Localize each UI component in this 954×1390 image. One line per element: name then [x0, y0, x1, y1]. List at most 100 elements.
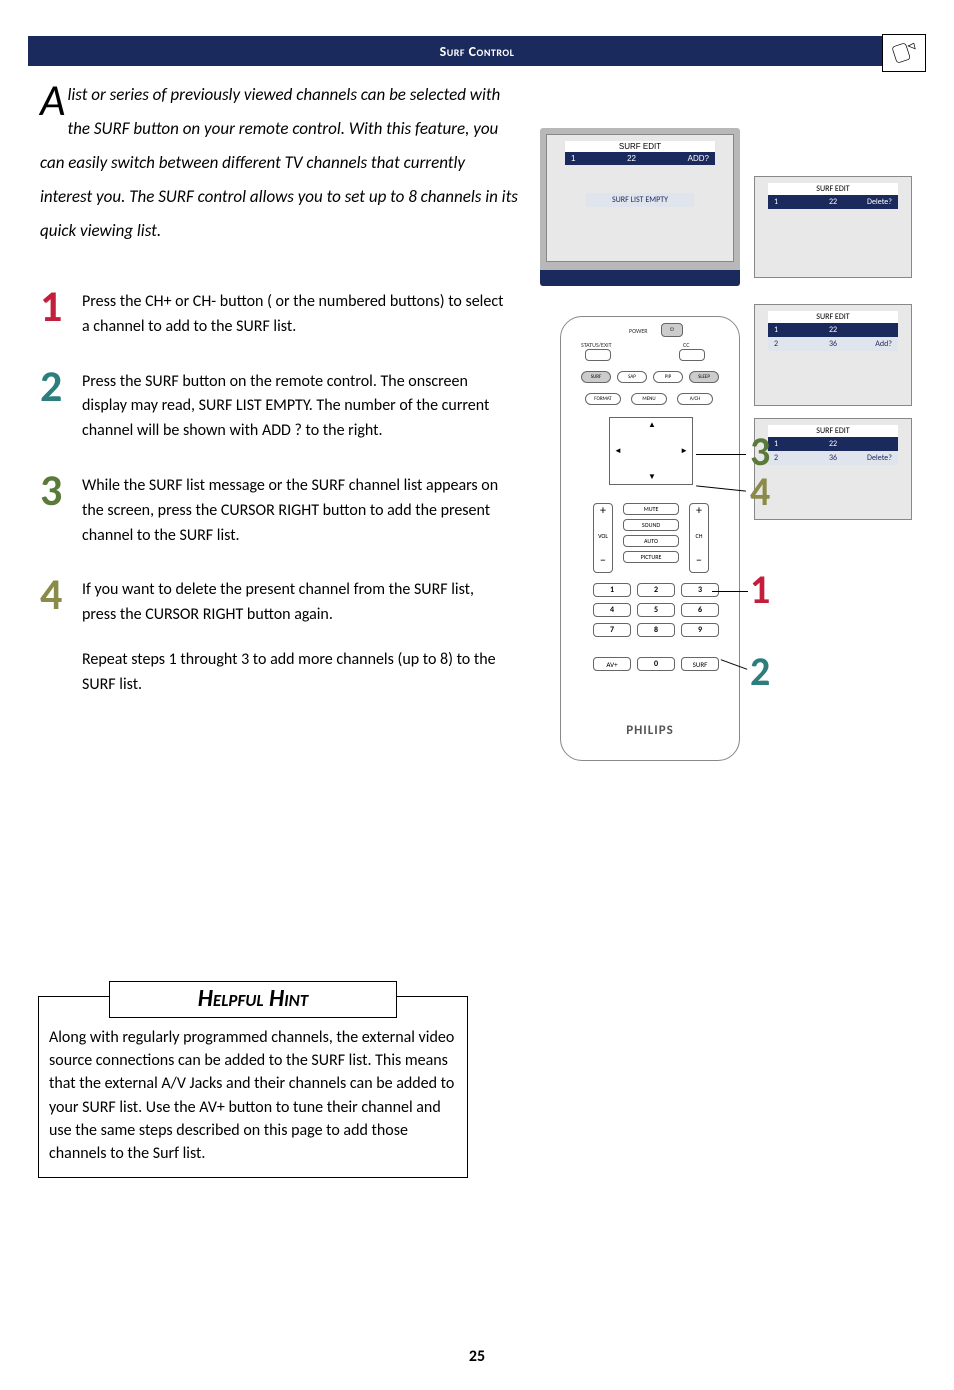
dpad[interactable]: ▲ ▼ ◄ ►: [609, 417, 693, 485]
sound-button[interactable]: SOUND: [623, 519, 679, 531]
mini1-title: SURF EDIT: [768, 183, 898, 195]
mute-button[interactable]: MUTE: [623, 503, 679, 515]
step-text: If you want to delete the present channe…: [82, 576, 510, 697]
mini3-r1r: [853, 439, 892, 449]
num-6[interactable]: 6: [681, 603, 719, 617]
tv-row-col3: ADD?: [688, 154, 709, 163]
num-1[interactable]: 1: [593, 583, 631, 597]
status-button[interactable]: [585, 349, 611, 361]
power-label: POWER: [629, 327, 648, 335]
pip-button[interactable]: PIP: [653, 371, 683, 383]
tv-row-col2: 22: [627, 154, 636, 163]
callout-4: 4: [750, 476, 770, 508]
mini3-title: SURF EDIT: [768, 425, 898, 437]
dpad-up-icon: ▲: [648, 420, 656, 430]
num-2[interactable]: 2: [637, 583, 675, 597]
mini2-title: SURF EDIT: [768, 311, 898, 323]
mini2-r2r: Add?: [853, 339, 892, 349]
sap-button[interactable]: SAP: [617, 371, 647, 383]
remote-control: POWER ⏻ STATUS/EXIT CC SURF SAP PIP SLEE…: [560, 316, 740, 761]
header-title: Surf Control: [440, 43, 515, 60]
mini2-r1r: [853, 325, 892, 335]
callout-3: 3: [750, 436, 770, 468]
page-number: 25: [0, 1347, 954, 1366]
mini3-r2m: 36: [814, 453, 853, 463]
avplus-button[interactable]: AV+: [593, 657, 631, 671]
step-3: 3 While the SURF list message or the SUR…: [40, 472, 510, 548]
tv-message: SURF LIST EMPTY: [586, 193, 694, 207]
mini3-r2l: 2: [774, 453, 813, 463]
sleep-button[interactable]: SLEEP: [689, 371, 719, 383]
cc-button[interactable]: [679, 349, 705, 361]
power-button[interactable]: ⏻: [661, 323, 683, 337]
step-number: 2: [40, 368, 82, 404]
middle-buttons: MUTE SOUND AUTO PICTURE: [623, 503, 679, 567]
mini2-r2l: 2: [774, 339, 813, 349]
step-text: While the SURF list message or the SURF …: [82, 472, 510, 548]
tv-row-col1: 1: [571, 154, 575, 163]
mini-screen-2: SURF EDIT 1 22 2 36 Add?: [754, 304, 912, 406]
ch-label: CH: [690, 532, 708, 540]
step-number: 1: [40, 288, 82, 324]
format-button[interactable]: FORMAT: [585, 393, 621, 405]
mini-screen-1: SURF EDIT 1 22 Delete?: [754, 176, 912, 278]
tv-mockup: SURF EDIT 1 22 ADD? SURF LIST EMPTY: [540, 128, 740, 286]
dpad-left-icon: ◄: [614, 446, 622, 456]
intro-text: list or series of previously viewed chan…: [40, 84, 518, 241]
vol-label: VOL: [594, 532, 612, 540]
menu-button[interactable]: MENU: [631, 393, 667, 405]
diagram-area: SURF EDIT 1 22 ADD? SURF LIST EMPTY SURF…: [540, 128, 920, 286]
helpful-hint-box: Helpful Hint Along with regularly progra…: [38, 996, 468, 1178]
status-label: STATUS/EXIT: [581, 341, 612, 349]
step-text: Press the SURF button on the remote cont…: [82, 368, 510, 444]
cc-label: CC: [683, 341, 689, 349]
header-bar: Surf Control: [28, 36, 926, 66]
hint-title: Helpful Hint: [198, 984, 308, 1013]
tv-menu-title: SURF EDIT: [565, 141, 715, 152]
step-4: 4 If you want to delete the present chan…: [40, 576, 510, 697]
steps-list: 1 Press the CH+ or CH- button ( or the n…: [40, 288, 510, 698]
picture-button[interactable]: PICTURE: [623, 551, 679, 563]
ach-button[interactable]: A/CH: [677, 393, 713, 405]
vol-rocker[interactable]: + VOL −: [593, 503, 613, 573]
dropcap: A: [40, 78, 67, 118]
mini1-r1l: 1: [774, 197, 813, 207]
mini3-r1m: 22: [814, 439, 853, 449]
step-2: 2 Press the SURF button on the remote co…: [40, 368, 510, 444]
mini2-r1l: 1: [774, 325, 813, 335]
step-1: 1 Press the CH+ or CH- button ( or the n…: [40, 288, 510, 340]
hint-body: Along with regularly programmed channels…: [39, 1018, 467, 1177]
num-5[interactable]: 5: [637, 603, 675, 617]
callout-1: 1: [750, 574, 770, 606]
num-0[interactable]: 0: [637, 657, 675, 671]
surf-button-top[interactable]: SURF: [581, 371, 611, 383]
callout-2: 2: [750, 656, 770, 688]
num-9[interactable]: 9: [681, 623, 719, 637]
auto-button[interactable]: AUTO: [623, 535, 679, 547]
num-7[interactable]: 7: [593, 623, 631, 637]
dpad-down-icon: ▼: [648, 472, 656, 482]
step-4-main: If you want to delete the present channe…: [82, 580, 474, 624]
step-text: Press the CH+ or CH- button ( or the num…: [82, 288, 510, 340]
remote-brand: PHILIPS: [561, 723, 739, 738]
mini3-r1l: 1: [774, 439, 813, 449]
callout-line-3: [696, 454, 746, 455]
intro-paragraph: A list or series of previously viewed ch…: [40, 78, 520, 248]
mini1-r1r: Delete?: [853, 197, 892, 207]
mini-screen-3: SURF EDIT 1 22 2 36 Delete?: [754, 418, 912, 520]
mini1-r1m: 22: [814, 197, 853, 207]
step-number: 4: [40, 576, 82, 612]
num-4[interactable]: 4: [593, 603, 631, 617]
step-number: 3: [40, 472, 82, 508]
callout-line-1: [712, 591, 748, 592]
mini2-r1m: 22: [814, 325, 853, 335]
mini2-r2m: 36: [814, 339, 853, 349]
num-8[interactable]: 8: [637, 623, 675, 637]
surf-button-bottom[interactable]: SURF: [681, 657, 719, 671]
num-3[interactable]: 3: [681, 583, 719, 597]
mini3-r2r: Delete?: [853, 453, 892, 463]
step-4-extra: Repeat steps 1 throught 3 to add more ch…: [82, 648, 510, 698]
number-pad: 1 2 3 4 5 6 7 8 9: [593, 583, 719, 637]
ch-rocker[interactable]: + CH −: [689, 503, 709, 573]
dpad-right-icon: ►: [680, 446, 688, 456]
